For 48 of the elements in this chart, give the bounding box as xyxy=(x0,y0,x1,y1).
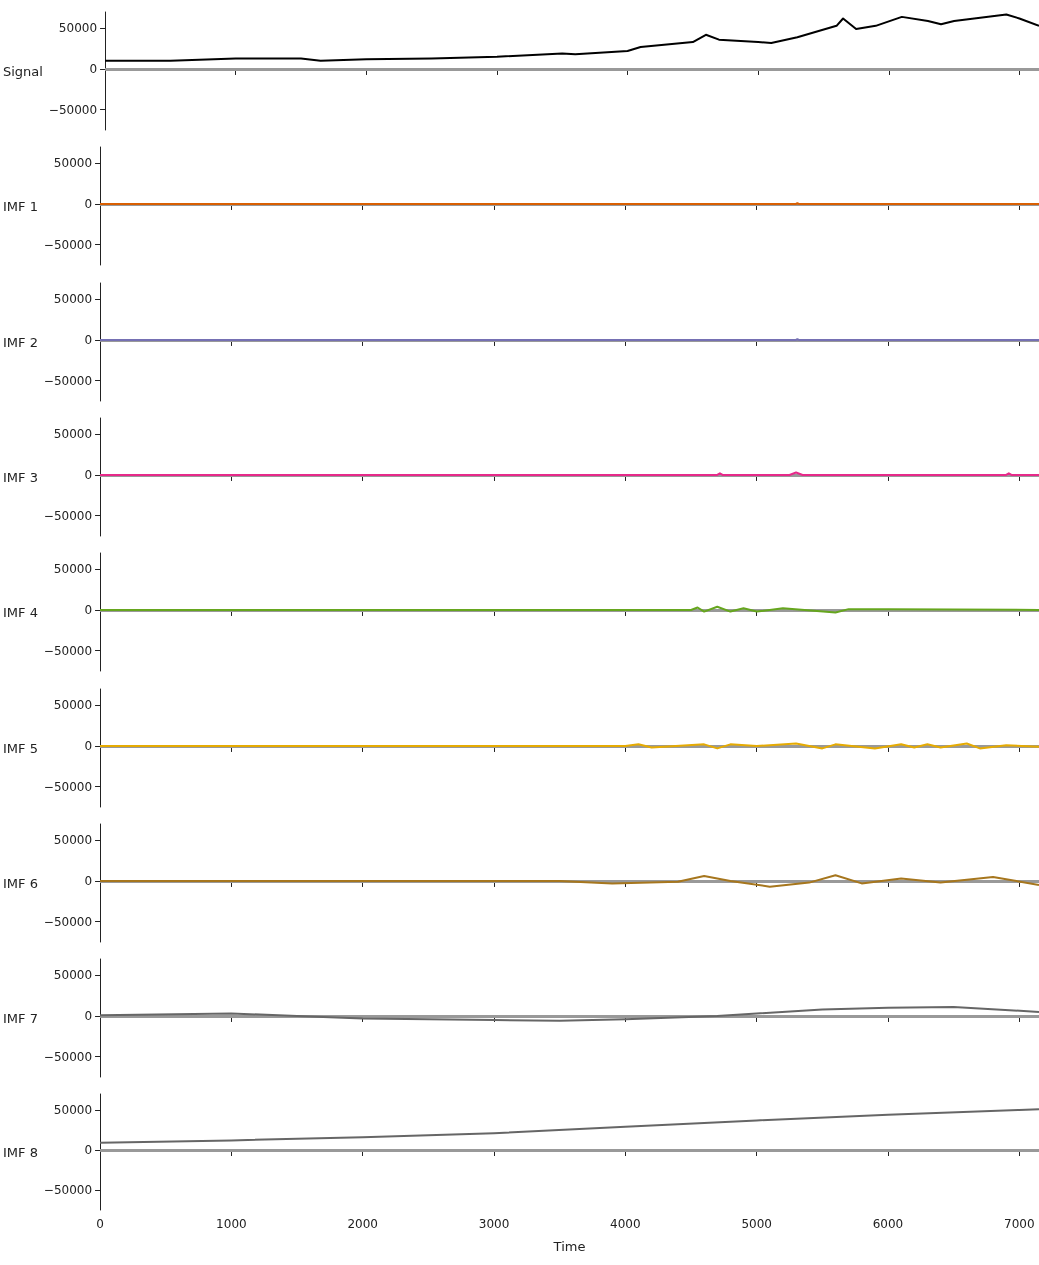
y-tick-label: −50000 xyxy=(43,1183,93,1198)
y-axis-title: IMF 8 xyxy=(3,1144,38,1160)
x-tick-label: 7000 xyxy=(1004,1217,1035,1232)
y-tick-label: −50000 xyxy=(43,1049,93,1064)
line-series xyxy=(104,13,1039,62)
y-tick-label: 0 xyxy=(84,738,93,753)
line-series xyxy=(99,1006,1039,1022)
line-series xyxy=(99,874,1039,888)
x-tick-label: 6000 xyxy=(872,1217,904,1232)
y-tick-label: −50000 xyxy=(43,914,93,929)
y-tick-label: −50000 xyxy=(43,643,93,658)
y-axis-title: Signal xyxy=(3,63,43,79)
x-tick-label: 1000 xyxy=(216,1217,247,1232)
y-tick-label: 0 xyxy=(84,1143,93,1158)
line-series xyxy=(99,1108,1039,1145)
y-tick-label: −50000 xyxy=(43,373,93,388)
x-tick-label: 4000 xyxy=(610,1217,641,1232)
y-tick-label: −50000 xyxy=(43,237,93,252)
y-tick-label: 50000 xyxy=(53,156,93,171)
y-tick-label: 0 xyxy=(84,467,93,482)
y-tick-label: 0 xyxy=(84,332,93,347)
y-tick-label: 50000 xyxy=(53,427,93,442)
y-axis-title: IMF 7 xyxy=(3,1010,38,1026)
y-tick-label: 0 xyxy=(84,1009,93,1024)
x-axis-title: Time xyxy=(552,1239,586,1255)
y-tick-label: 50000 xyxy=(53,1103,93,1118)
y-tick-label: 50000 xyxy=(53,697,93,712)
y-tick-label: 0 xyxy=(84,197,93,212)
y-tick-label: 50000 xyxy=(53,562,93,577)
y-tick-label: 0 xyxy=(84,603,93,618)
y-tick-label: −50000 xyxy=(43,508,93,523)
y-tick-label: 0 xyxy=(89,61,98,76)
y-axis-title: IMF 4 xyxy=(3,604,38,620)
y-axis-title: IMF 3 xyxy=(3,469,38,485)
y-tick-label: −50000 xyxy=(48,102,98,117)
x-tick-label: 2000 xyxy=(347,1217,378,1232)
y-tick-label: 50000 xyxy=(53,291,93,306)
y-axis-title: IMF 1 xyxy=(3,198,38,214)
y-tick-label: 50000 xyxy=(53,833,93,848)
y-tick-label: −50000 xyxy=(43,779,93,794)
y-tick-label: 50000 xyxy=(58,21,98,36)
y-tick-label: 50000 xyxy=(53,968,93,983)
y-axis-title: IMF 2 xyxy=(3,334,38,350)
y-axis-title: IMF 6 xyxy=(3,875,38,891)
y-tick-label: 0 xyxy=(84,873,93,888)
x-tick-label: 3000 xyxy=(478,1217,510,1232)
x-tick-label: 5000 xyxy=(741,1217,772,1232)
y-axis-title: IMF 5 xyxy=(3,740,38,755)
